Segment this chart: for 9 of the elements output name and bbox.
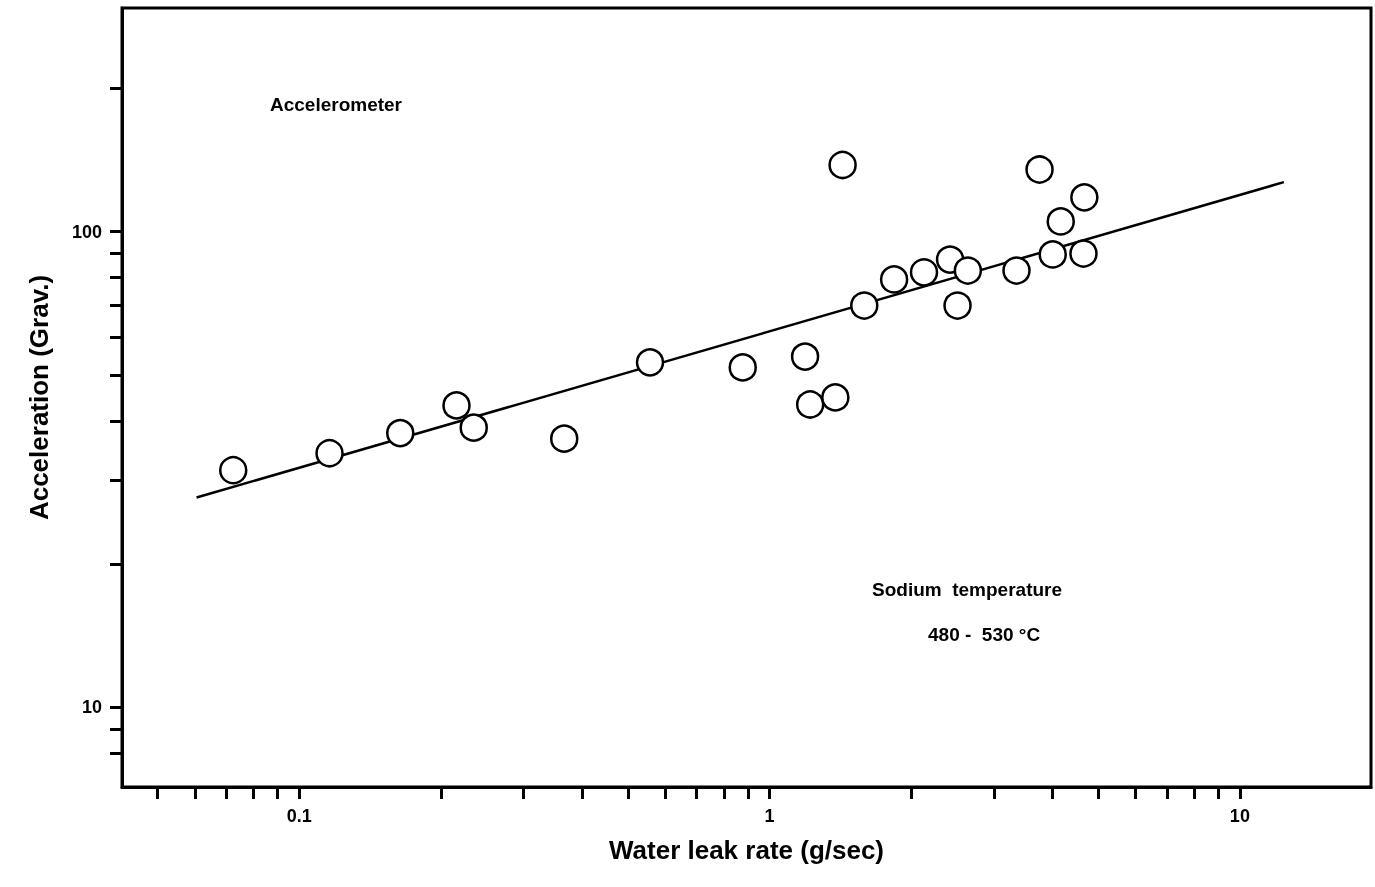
x-tick-label: 0.1 (286, 806, 312, 826)
annotation: Sodium temperature (872, 579, 1063, 600)
x-tick-label: 10 (1229, 806, 1250, 826)
annotation: Accelerometer (270, 94, 403, 115)
annotation: 480 - 530 °C (928, 624, 1041, 645)
y-tick-label: 100 (71, 221, 102, 242)
x-tick-label: 1 (764, 806, 775, 826)
y-axis-title: Acceleration (Grav.) (24, 274, 54, 521)
x-axis-title: Water leak rate (g/sec) (608, 835, 885, 865)
